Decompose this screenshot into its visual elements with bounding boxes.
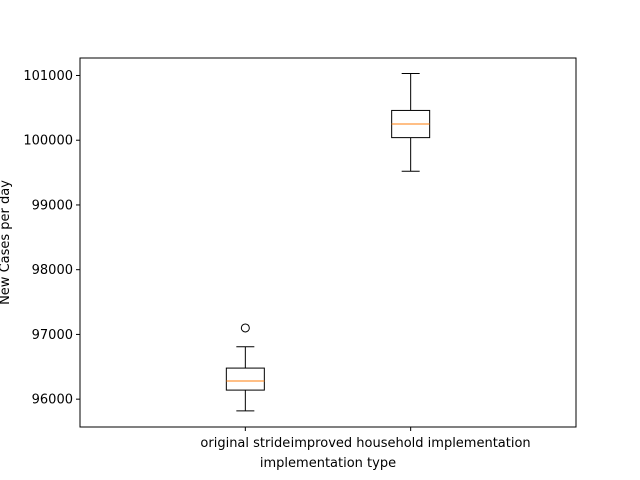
outlier-point: [240, 323, 250, 333]
x-axis-label: implementation type: [260, 456, 396, 471]
y-tick-label: 97000: [32, 328, 73, 343]
box-group: [391, 73, 431, 172]
y-axis-label: New Cases per day: [0, 180, 13, 305]
y-tick-label: 96000: [32, 393, 73, 408]
box-iqr: [225, 367, 265, 391]
plot-layer: [225, 73, 431, 412]
y-axis-ticks: 96000 97000 98000 99000 100000 101000: [23, 69, 80, 408]
y-tick-label: 101000: [23, 69, 73, 84]
box-group: [225, 323, 265, 412]
x-axis-ticks: original stride improved household implem…: [200, 427, 531, 451]
y-tick-label: 99000: [32, 198, 73, 213]
y-tick-label: 98000: [32, 263, 73, 278]
axes-frame: [79, 57, 577, 428]
x-tick-label: original stride: [200, 436, 290, 451]
x-tick-label: improved household implementation: [291, 436, 531, 451]
y-tick-label: 100000: [23, 134, 73, 149]
